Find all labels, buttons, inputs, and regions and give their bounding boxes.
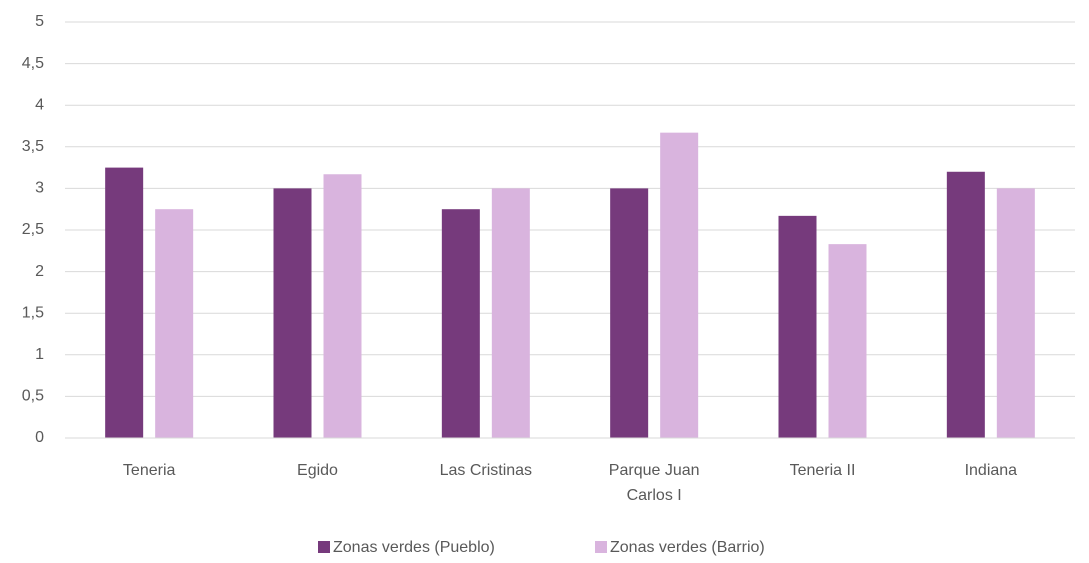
x-tick-label: Las Cristinas xyxy=(440,462,532,479)
bar xyxy=(273,188,312,438)
y-tick-label: 5 xyxy=(35,13,44,30)
legend-swatch xyxy=(318,541,330,553)
y-tick-label: 3,5 xyxy=(22,138,44,155)
y-tick-label: 4 xyxy=(35,96,44,113)
legend-swatch xyxy=(595,541,607,553)
y-tick-label: 2,5 xyxy=(22,221,44,238)
y-tick-label: 1 xyxy=(35,346,44,363)
x-tick-label: Egido xyxy=(297,462,338,479)
bar xyxy=(441,209,480,438)
bar xyxy=(323,174,362,439)
y-tick-label: 3 xyxy=(35,180,44,197)
bar xyxy=(946,171,985,438)
bar xyxy=(155,209,194,438)
bar xyxy=(610,188,649,438)
x-tick-label: Teneria xyxy=(123,462,176,479)
bar xyxy=(105,167,144,438)
x-tick-label: Teneria II xyxy=(790,462,856,479)
y-tick-label: 0,5 xyxy=(22,388,44,405)
y-tick-label: 1,5 xyxy=(22,304,44,321)
legend-label: Zonas verdes (Pueblo) xyxy=(333,539,495,556)
bar xyxy=(491,188,530,438)
x-tick-label: Parque Juan Carlos I xyxy=(609,462,700,504)
y-tick-label: 0 xyxy=(35,429,44,446)
bar xyxy=(828,244,867,438)
x-tick-label: Indiana xyxy=(965,462,1018,479)
bar xyxy=(778,215,817,438)
bar xyxy=(660,132,699,438)
y-tick-label: 4,5 xyxy=(22,55,44,72)
legend-label: Zonas verdes (Barrio) xyxy=(610,539,765,556)
bar xyxy=(996,188,1035,438)
y-tick-label: 2 xyxy=(35,263,44,280)
